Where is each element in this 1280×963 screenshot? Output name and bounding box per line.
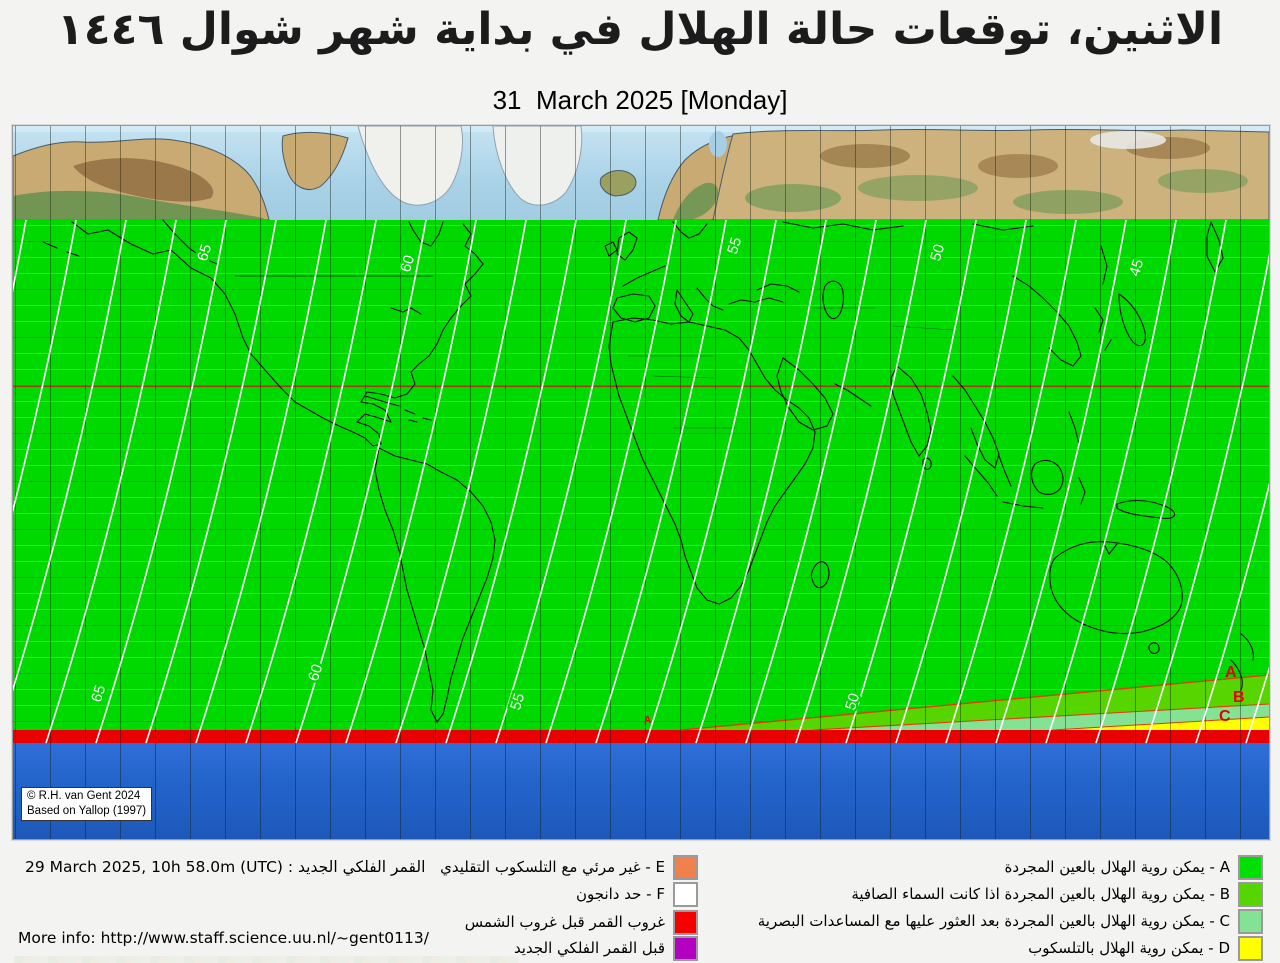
legend-row-b: B - يمكن روية الهلال بالعين المجردة اذا …: [851, 881, 1263, 907]
zone-d-swatch: [1238, 935, 1263, 961]
legend-row-d: D - يمكن روية الهلال بالتلسكوب: [1028, 935, 1263, 961]
page-title-arabic: الاثنين، توقعات حالة الهلال في بداية شهر…: [56, 4, 1224, 55]
zone-f-swatch: [673, 881, 698, 907]
legend-row-c: C - يمكن روية الهلال بالعين المجردة بعد …: [757, 908, 1263, 934]
moonset-before-sunset-band: [13, 730, 1269, 743]
zone-a-swatch: [1238, 854, 1263, 880]
zone-label-a: A: [1225, 664, 1237, 681]
zone-c-swatch: [1238, 908, 1263, 934]
more-info-url[interactable]: More info: http://www.staff.science.uu.n…: [18, 929, 429, 947]
legend-row-f: F - حد دانجون: [576, 881, 698, 907]
zone-b-swatch: [1238, 881, 1263, 907]
zone-marker-small-a: A: [644, 715, 652, 726]
zone-a-area: [13, 220, 1269, 730]
zone-c-label: C - يمكن روية الهلال بالعين المجردة بعد …: [757, 912, 1230, 930]
zone-label-b: B: [1233, 689, 1245, 706]
copyright-line2: Based on Yallop (1997): [27, 804, 147, 817]
legend-row-before-new-moon: قبل القمر الفلكي الجديد: [513, 935, 698, 961]
map-arctic-band: [13, 126, 1269, 220]
legend-row-moonset: غروب القمر قبل غروب الشمس: [464, 909, 698, 935]
moonset-swatch: [673, 909, 698, 935]
new-moon-datetime: 29 March 2025, 10h 58.0m (UTC) : القمر ا…: [25, 858, 426, 876]
page-subtitle-date: 31 March 2025 [Monday]: [492, 85, 788, 115]
zone-a-label: A - يمكن روية الهلال بالعين المجردة: [1004, 858, 1230, 876]
zone-label-c: C: [1219, 708, 1231, 725]
zone-d-label: D - يمكن روية الهلال بالتلسكوب: [1028, 939, 1230, 957]
before-new-moon-swatch: [673, 935, 698, 961]
legend-row-a: A - يمكن روية الهلال بالعين المجردة: [1004, 854, 1263, 880]
zone-e-label: E - غير مرئي مع التلسكوب التقليدي: [440, 858, 665, 876]
legend-row-e: E - غير مرئي مع التلسكوب التقليدي: [440, 854, 698, 880]
arctic-terrain-art: [13, 126, 1269, 220]
zone-b-label: B - يمكن روية الهلال بالعين المجردة اذا …: [851, 885, 1230, 903]
zone-f-label: F - حد دانجون: [576, 885, 665, 903]
before-new-moon-label: قبل القمر الفلكي الجديد: [513, 939, 665, 957]
moonset-label: غروب القمر قبل غروب الشمس: [464, 913, 665, 931]
zone-e-swatch: [673, 854, 698, 880]
copyright-box: © R.H. van Gent 2024 Based on Yallop (19…: [21, 787, 153, 821]
antarctica-art: [13, 767, 1269, 839]
next-map-top-sliver: [14, 956, 519, 963]
copyright-line1: © R.H. van Gent 2024: [27, 790, 141, 802]
crescent-visibility-map: 65 60 55 50 45 65 60 55 50 A B C A © R.H. van Ge…: [11, 124, 1271, 841]
map-antarctic-band: [13, 743, 1269, 839]
